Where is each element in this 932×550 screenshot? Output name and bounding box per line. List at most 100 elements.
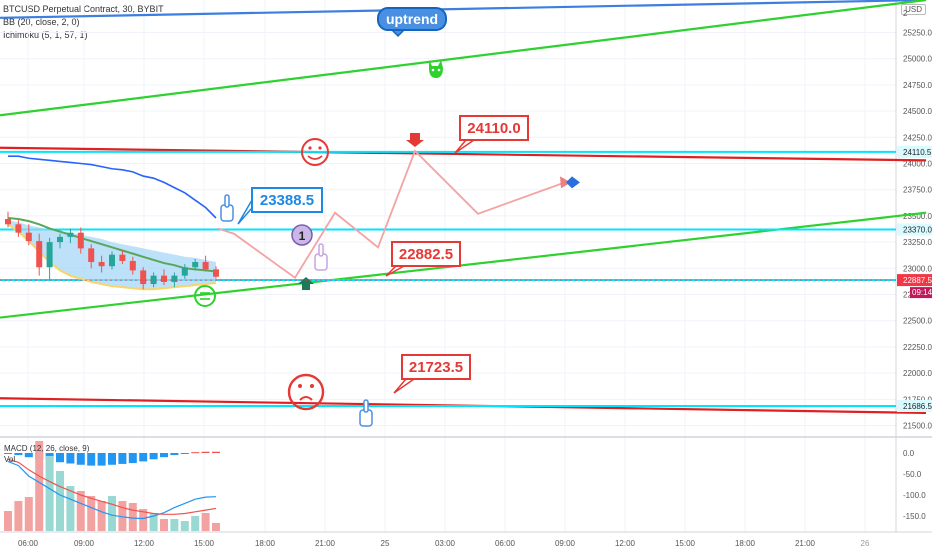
- cat-face-icon: [429, 60, 443, 78]
- price-tick-label: 22000.0: [903, 369, 932, 378]
- volume-bar: [118, 501, 127, 531]
- volume-bar: [170, 519, 179, 531]
- time-tick-label: 06:00: [495, 539, 516, 548]
- macd-histogram-bar: [149, 453, 158, 460]
- candle-body: [150, 275, 157, 285]
- macd-tick-label: -100.0: [903, 491, 926, 500]
- countdown-label: 09:14: [912, 288, 932, 297]
- time-tick-label: 26: [861, 539, 870, 548]
- macd-histogram-bar: [180, 453, 189, 454]
- macd-histogram-bar: [139, 453, 148, 462]
- macd-histogram-bar: [128, 453, 137, 464]
- red-down-arrow: [406, 133, 424, 147]
- candle-body: [46, 242, 53, 268]
- number-badge: [291, 224, 313, 246]
- volume-bar: [66, 486, 75, 531]
- pointing-hand-icon: [359, 399, 373, 427]
- volume-bar: [97, 501, 106, 531]
- volume-bar: [76, 491, 85, 531]
- price-tick-label: 24500.0: [903, 107, 932, 116]
- macd-line: [7, 460, 217, 520]
- macd-histogram-bar: [4, 453, 12, 454]
- time-tick-label: 15:00: [675, 539, 696, 548]
- macd-histogram-bar: [76, 453, 85, 465]
- price-tick-label: 24000.0: [903, 160, 932, 169]
- volume-bar: [24, 497, 33, 531]
- face-eye: [308, 146, 312, 150]
- level-tag: [897, 145, 932, 158]
- time-tick-label: 09:00: [555, 539, 576, 548]
- volume-bar: [87, 496, 96, 531]
- price-tick-label: 23500.0: [903, 212, 932, 221]
- callout-label: 23388.5: [260, 192, 314, 209]
- time-tick-label: 18:00: [735, 539, 756, 548]
- macd-histogram-bar: [66, 453, 75, 464]
- volume-bar: [4, 511, 12, 531]
- currency-label[interactable]: USD: [901, 4, 926, 15]
- macd-tick-label: -150.0: [903, 512, 926, 521]
- macd-histogram-bar: [118, 453, 127, 464]
- price-tick-label: 25000.0: [903, 55, 932, 64]
- level-tag: [897, 223, 932, 236]
- time-tick-label: 21:00: [795, 539, 816, 548]
- time-tick-label: 25: [381, 539, 390, 548]
- candle-body: [25, 232, 32, 242]
- callout-box: [377, 7, 447, 31]
- candle-body: [15, 224, 22, 233]
- price-tick-label-top: 2: [903, 9, 908, 18]
- bb-legend[interactable]: BB (20, close, 2, 0): [3, 17, 80, 27]
- green-up-arrow: [298, 277, 314, 290]
- candle-body: [77, 232, 84, 249]
- candle-body: [36, 241, 43, 268]
- macd-histogram-bar: [170, 453, 179, 456]
- volume-bar: [191, 516, 200, 531]
- time-tick-label: 12:00: [615, 539, 636, 548]
- volume-bar: [128, 503, 137, 531]
- projection-arrowhead: [560, 176, 571, 189]
- time-tick-label: 09:00: [74, 539, 95, 548]
- pointing-hand-icon: [314, 243, 328, 271]
- macd-histogram-bar: [24, 453, 33, 458]
- hand-finger: [224, 194, 230, 208]
- price-tick-label: 21750.0: [903, 395, 932, 404]
- macd-histogram-bar: [56, 453, 64, 463]
- ichimoku-legend[interactable]: Ichimoku (5, 1, 57, 1): [3, 30, 88, 40]
- candle-body: [129, 260, 136, 271]
- cat-shape: [429, 60, 443, 78]
- candle-body: [5, 219, 11, 225]
- callout-box: [251, 187, 323, 213]
- level-tag: [897, 399, 932, 412]
- volume-bar: [35, 441, 44, 531]
- volume-bar: [108, 496, 116, 531]
- trendline-uptrend: [0, 0, 927, 19]
- candle-body: [98, 262, 105, 267]
- candle-body: [202, 262, 209, 270]
- trendline-red-upper: [0, 146, 927, 162]
- macd-histogram-bar: [14, 453, 23, 456]
- symbol-legend[interactable]: BTCUSD Perpetual Contract, 30, BYBIT: [3, 4, 164, 14]
- happy-face-icon: [301, 138, 329, 166]
- macd-tick-label: -50.0: [903, 470, 922, 479]
- trendline-channel-top: [0, 0, 927, 117]
- face-mouth: [307, 155, 323, 160]
- volume-bar: [139, 509, 148, 531]
- volume-bar: [45, 456, 54, 531]
- pointing-hand-icon: [220, 194, 234, 222]
- callout-tail: [237, 197, 253, 225]
- signal-line: [7, 458, 217, 515]
- volume-legend: Vol: [4, 455, 15, 464]
- cat-eye: [437, 68, 441, 72]
- candle-body: [67, 232, 74, 237]
- macd-legend: MACD (12, 26, close, 9): [4, 444, 90, 453]
- volume-bar: [14, 501, 23, 531]
- macd-histogram-bar: [191, 452, 200, 454]
- price-tick-label: 22500.0: [903, 317, 932, 326]
- hand-finger: [363, 399, 369, 413]
- candle-body: [192, 262, 199, 268]
- level-tag-label: 23370.0: [903, 226, 932, 235]
- price-tick-label: 24250.0: [903, 133, 932, 142]
- sad-face-icon: [287, 373, 325, 411]
- callout-label: uptrend: [386, 11, 438, 27]
